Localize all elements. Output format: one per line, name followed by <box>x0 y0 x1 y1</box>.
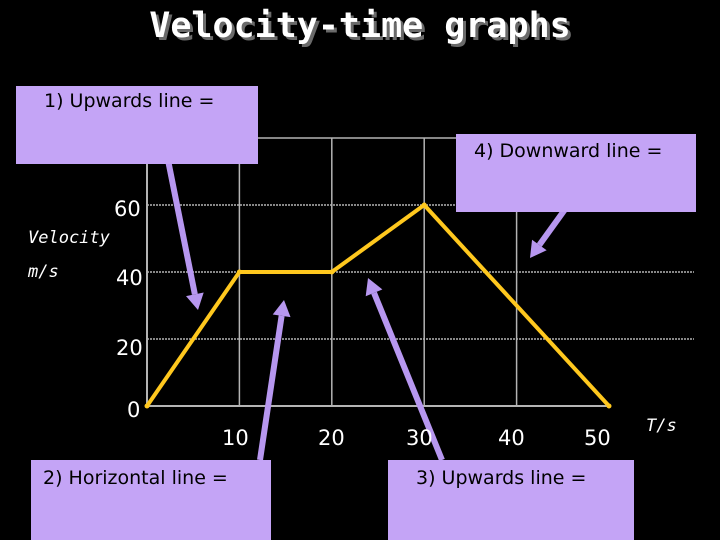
x-tick-label-10: 10 <box>222 426 249 450</box>
y-axis-label: Velocity <box>28 228 110 248</box>
callout-downward-line: 4) Downward line = <box>456 134 696 212</box>
callout-upwards-line-1: 1) Upwards line = <box>16 86 258 164</box>
callout-upwards-line-3: 3) Upwards line = <box>388 460 634 540</box>
velocity-point <box>236 269 242 275</box>
y-tick-label-60: 60 <box>114 197 141 221</box>
x-axis-label: T/s <box>646 416 677 436</box>
callout-label: 1) Upwards line = <box>44 90 215 112</box>
callout-horizontal-line: 2) Horizontal line = <box>31 460 271 540</box>
x-tick-label-40: 40 <box>498 426 525 450</box>
velocity-point <box>606 403 612 409</box>
arrow-to-downward-line-head <box>530 239 547 258</box>
arrow-to-upward-line-3-head <box>365 278 383 297</box>
x-tick-label-20: 20 <box>318 426 345 450</box>
y-tick-label-40: 40 <box>116 266 143 290</box>
y-axis-unit: m/s <box>28 262 59 282</box>
x-tick-label-0: 0 <box>127 398 141 422</box>
velocity-point <box>144 403 150 409</box>
arrow-to-horizontal-line <box>257 315 285 461</box>
callout-label: 2) Horizontal line = <box>43 467 228 489</box>
y-tick-label-20: 20 <box>116 336 143 360</box>
arrow-to-downward-line <box>536 206 569 247</box>
chart-series <box>144 202 612 409</box>
x-tick-label-30: 30 <box>406 426 433 450</box>
arrow-to-upward-line-3 <box>371 291 445 462</box>
x-tick-label-50: 50 <box>584 426 611 450</box>
callout-label: 3) Upwards line = <box>416 467 587 489</box>
arrow-to-upward-line-1-head <box>186 292 204 310</box>
callout-arrows <box>165 159 569 462</box>
velocity-point <box>329 269 335 275</box>
callout-label: 4) Downward line = <box>474 140 663 162</box>
arrow-to-upward-line-1 <box>165 159 198 295</box>
velocity-point <box>421 202 427 208</box>
arrow-to-horizontal-line-head <box>272 300 291 318</box>
page-title: Velocity-time graphs <box>149 6 571 46</box>
